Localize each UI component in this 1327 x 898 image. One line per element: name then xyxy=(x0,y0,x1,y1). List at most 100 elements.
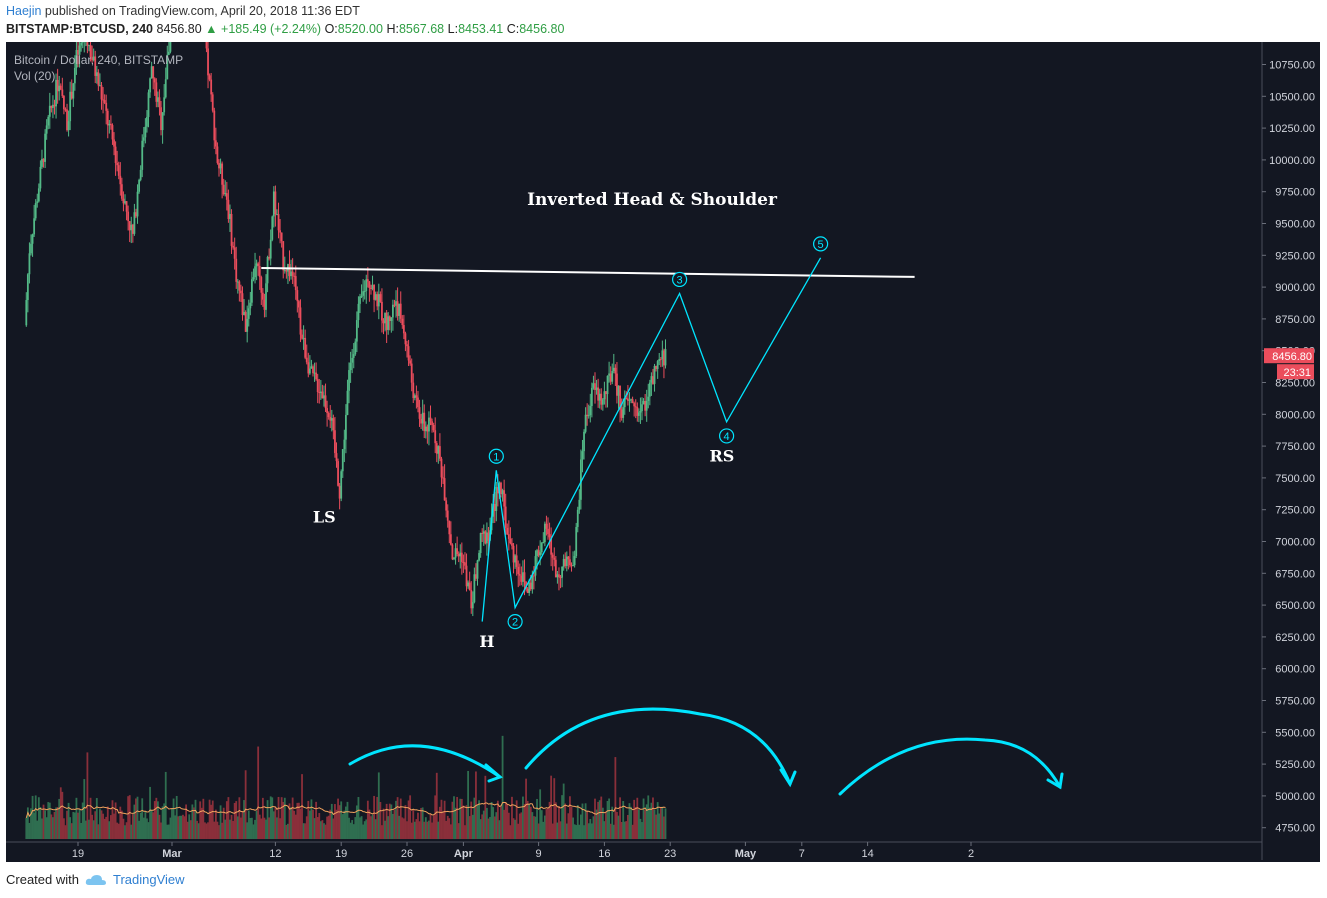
volume-bar xyxy=(116,822,119,839)
volume-bar xyxy=(279,818,281,839)
candle-body xyxy=(230,213,233,246)
candle-body xyxy=(31,234,34,244)
candle-body xyxy=(254,266,256,278)
candle-body xyxy=(570,565,573,567)
candle-body xyxy=(589,406,592,416)
volume-bar xyxy=(219,805,222,839)
price-tick-label: 8000.00 xyxy=(1275,409,1315,421)
volume-bar xyxy=(572,817,574,839)
volume-bar xyxy=(428,820,430,839)
volume-bar xyxy=(182,814,184,839)
candle-body xyxy=(406,344,408,347)
volume-bar xyxy=(288,803,291,839)
candle-body xyxy=(652,376,654,384)
volume-bar xyxy=(99,809,101,839)
candle-body xyxy=(260,277,263,293)
candle-body xyxy=(558,574,560,578)
candle-body xyxy=(52,104,54,108)
volume-bar xyxy=(199,801,202,839)
volume-bar xyxy=(349,822,352,839)
candle-body xyxy=(294,276,297,291)
candle-body xyxy=(272,191,275,217)
candle-body xyxy=(100,85,103,100)
volume-bar xyxy=(130,824,133,839)
footer: Created with TradingView xyxy=(6,872,185,887)
candle-body xyxy=(456,548,459,555)
volume-bar xyxy=(547,807,549,839)
tradingview-link[interactable]: TradingView xyxy=(112,872,185,887)
candle-body xyxy=(308,368,311,374)
volume-bar xyxy=(373,795,375,839)
candle-body xyxy=(415,395,418,398)
volume-bar xyxy=(172,798,175,839)
chart-area[interactable]: 1 2 3 4 5 LS H RS 4750.00 5000.00 5250.00 5500.00 5… xyxy=(0,0,1327,862)
candle-body xyxy=(81,40,84,43)
volume-bar xyxy=(451,801,454,839)
volume-bar xyxy=(291,797,294,839)
volume-bar xyxy=(639,818,642,839)
candle-body xyxy=(66,109,68,131)
volume-bar xyxy=(122,818,125,839)
volume-bar xyxy=(194,799,197,839)
volume-bar xyxy=(285,824,288,839)
candle-body xyxy=(464,562,466,566)
candle-body xyxy=(542,542,545,544)
volume-bar xyxy=(169,817,172,839)
volume-bar xyxy=(489,817,491,839)
volume-bar xyxy=(42,804,45,839)
candle-body xyxy=(97,72,100,86)
volume-bar xyxy=(343,810,346,839)
candle-body xyxy=(135,212,137,217)
price-tick-label: 10750.00 xyxy=(1269,60,1315,72)
candle-body xyxy=(265,283,267,310)
volume-bar xyxy=(50,814,53,839)
candle-body xyxy=(536,550,538,557)
volume-bar xyxy=(160,822,162,839)
volume-bar xyxy=(413,821,416,839)
volume-bar xyxy=(506,804,509,839)
volume-bar xyxy=(180,815,183,839)
volume-bar xyxy=(308,810,311,839)
volume-bar xyxy=(650,802,653,839)
candle-body xyxy=(221,163,224,185)
candle-body xyxy=(467,582,469,587)
candle-body xyxy=(514,555,516,563)
candle-body xyxy=(243,312,245,315)
volume-bar xyxy=(243,800,245,839)
candle-body xyxy=(28,253,31,275)
current-price-label: 8456.80 xyxy=(1272,351,1312,363)
candle-body xyxy=(266,256,269,284)
candle-body xyxy=(271,216,274,240)
volume-bar xyxy=(70,823,73,839)
candle-body xyxy=(149,78,151,93)
candle-body xyxy=(636,407,639,416)
candle-body xyxy=(263,299,266,310)
candle-body xyxy=(592,383,595,388)
volume-ma-line xyxy=(25,801,666,819)
candle-body xyxy=(337,461,339,486)
time-axis[interactable]: 19 Mar 12 19 26 Apr 9 16 23 May 7 14 2 xyxy=(6,841,1262,860)
volume-bar xyxy=(108,821,111,839)
candle-body xyxy=(238,281,241,291)
volume-bar xyxy=(229,819,231,839)
candle-body xyxy=(119,175,122,185)
volume-bar xyxy=(31,795,34,839)
candle-body xyxy=(470,590,473,609)
volume-bar xyxy=(562,783,565,839)
candle-body xyxy=(496,487,499,494)
price-axis[interactable]: 4750.00 5000.00 5250.00 5500.00 5750.00 6000.… xyxy=(1261,42,1320,860)
high-label: H: xyxy=(386,22,399,36)
candle-body xyxy=(578,499,581,510)
countdown-badge xyxy=(1277,364,1314,380)
candle-body xyxy=(37,188,40,202)
candle-body xyxy=(323,395,325,399)
candle-body xyxy=(612,367,615,372)
volume-bar xyxy=(36,820,39,839)
author-link[interactable]: Haejin xyxy=(6,4,42,18)
candle-body xyxy=(86,33,89,46)
candle-body xyxy=(160,107,162,131)
candle-body xyxy=(92,56,95,61)
volume-bar xyxy=(418,821,421,839)
volume-bar xyxy=(345,806,347,839)
